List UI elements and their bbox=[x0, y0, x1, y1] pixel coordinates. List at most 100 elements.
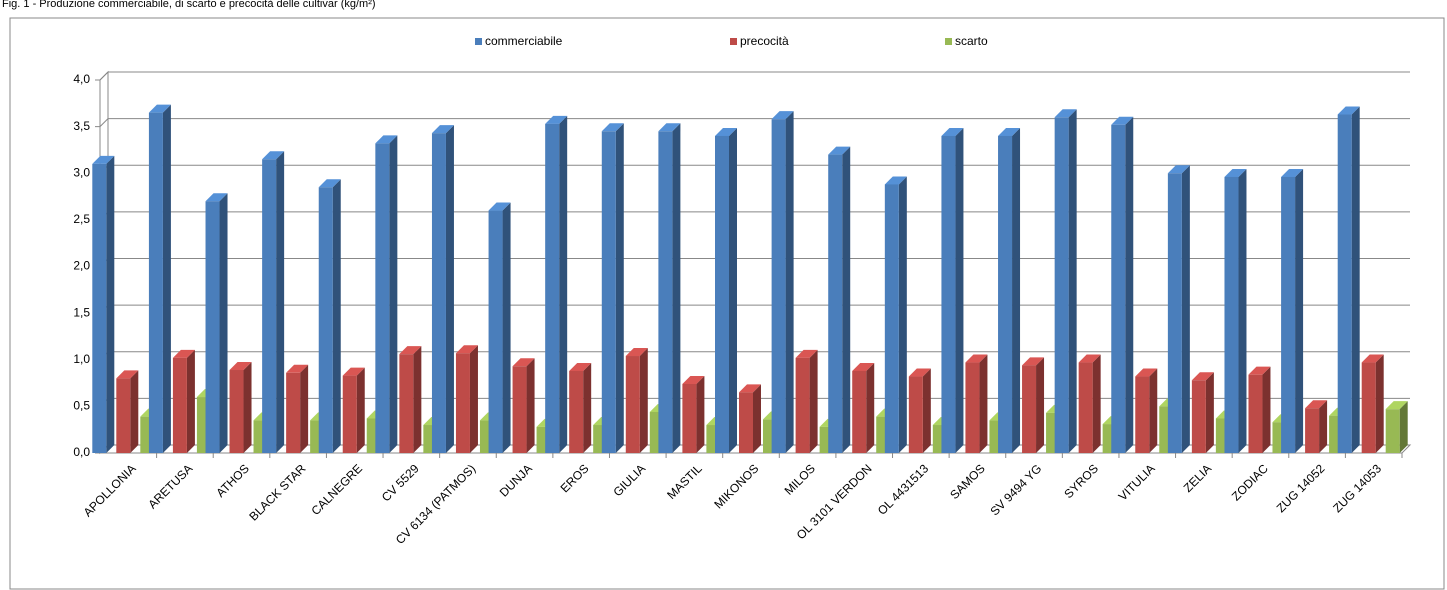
bar-side bbox=[672, 123, 681, 453]
bar bbox=[884, 184, 899, 453]
bar bbox=[318, 187, 333, 454]
bar-top bbox=[1191, 372, 1214, 381]
bar bbox=[262, 159, 277, 453]
bar bbox=[1078, 362, 1093, 453]
y-tick-label: 0,5 bbox=[73, 399, 90, 413]
bar bbox=[569, 370, 584, 453]
bar-side bbox=[1149, 368, 1158, 453]
bar bbox=[399, 354, 414, 453]
bar-top bbox=[1361, 354, 1384, 363]
bar-top bbox=[908, 368, 931, 377]
bar-top bbox=[682, 375, 705, 384]
bar-side bbox=[729, 127, 737, 453]
bar-top bbox=[965, 354, 988, 363]
bar-side bbox=[583, 362, 592, 453]
bar bbox=[1305, 408, 1320, 453]
bar-top bbox=[229, 362, 252, 371]
bar-top bbox=[512, 358, 535, 367]
legend-swatch bbox=[945, 38, 952, 45]
bar-top bbox=[884, 176, 907, 185]
bar-top bbox=[399, 346, 422, 355]
bar bbox=[828, 154, 843, 453]
bar-side bbox=[389, 135, 398, 453]
bar bbox=[1248, 374, 1263, 453]
bar-top bbox=[1022, 357, 1045, 366]
bar-top bbox=[1281, 168, 1304, 177]
chart-title: Fig. 1 - Produzione commerciabile, di sc… bbox=[2, 0, 376, 10]
bar-top bbox=[488, 202, 511, 211]
bar-side bbox=[809, 349, 818, 453]
bar-top bbox=[545, 115, 568, 124]
bar bbox=[431, 133, 446, 453]
bar bbox=[229, 370, 244, 453]
bar-side bbox=[106, 155, 115, 454]
bar bbox=[286, 372, 301, 453]
grid-line bbox=[99, 71, 109, 81]
bar-side bbox=[1012, 127, 1021, 453]
bar-top bbox=[1135, 368, 1158, 377]
bar bbox=[852, 370, 867, 453]
bar bbox=[205, 201, 220, 453]
bar-side bbox=[1181, 165, 1190, 453]
bar bbox=[92, 163, 107, 454]
bar-side bbox=[445, 125, 454, 453]
bar bbox=[739, 392, 753, 453]
bar-side bbox=[615, 123, 624, 453]
bar bbox=[1361, 362, 1376, 453]
bar-side bbox=[186, 349, 195, 453]
bar bbox=[1054, 117, 1069, 454]
bar-top bbox=[262, 151, 285, 160]
bar bbox=[1385, 409, 1400, 453]
bar-side bbox=[332, 179, 341, 454]
bar-top bbox=[1337, 106, 1360, 115]
bar bbox=[658, 131, 673, 453]
bar-top bbox=[828, 146, 851, 155]
y-tick-label: 3,5 bbox=[73, 119, 90, 133]
y-tick-label: 0,0 bbox=[73, 445, 90, 459]
bar-side bbox=[1295, 168, 1304, 454]
bar-side bbox=[1375, 354, 1384, 453]
bar bbox=[715, 135, 729, 453]
bar bbox=[545, 123, 560, 453]
bar bbox=[941, 135, 956, 453]
bar-side bbox=[1092, 354, 1101, 453]
bar-side bbox=[979, 354, 988, 453]
bar-side bbox=[413, 346, 422, 453]
bar-side bbox=[219, 193, 228, 453]
bar-top bbox=[771, 111, 794, 120]
bar-side bbox=[1351, 106, 1360, 453]
bar bbox=[1337, 114, 1352, 453]
bar-side bbox=[842, 146, 851, 453]
bar-top bbox=[431, 125, 454, 134]
bar-side bbox=[526, 358, 535, 453]
bar bbox=[488, 210, 503, 453]
legend-label: commerciabile bbox=[485, 34, 563, 48]
bar bbox=[795, 357, 810, 453]
bar-side bbox=[1399, 401, 1408, 453]
bar-top bbox=[1167, 165, 1190, 174]
bar-side bbox=[243, 362, 252, 453]
bar-side bbox=[955, 127, 964, 453]
legend-label: precocità bbox=[740, 34, 789, 48]
bar-top bbox=[286, 364, 309, 373]
bar-top bbox=[375, 135, 398, 144]
bar-top bbox=[1305, 400, 1328, 409]
bar bbox=[1135, 376, 1150, 453]
bar-top bbox=[1224, 168, 1247, 177]
bar-top bbox=[1385, 401, 1408, 410]
bar bbox=[601, 131, 616, 453]
bar-side bbox=[469, 345, 478, 453]
legend-swatch bbox=[730, 38, 737, 45]
y-tick-label: 1,0 bbox=[73, 352, 90, 366]
bar-top bbox=[1078, 354, 1101, 363]
bar-side bbox=[162, 104, 171, 453]
bar bbox=[148, 112, 163, 453]
legend-swatch bbox=[475, 38, 482, 45]
bar bbox=[908, 376, 923, 453]
bar-side bbox=[502, 202, 511, 453]
bar-top bbox=[455, 345, 478, 354]
bar bbox=[116, 378, 131, 453]
bar bbox=[1281, 176, 1296, 454]
y-tick-label: 1,5 bbox=[73, 305, 90, 319]
bar-top bbox=[1248, 366, 1271, 375]
